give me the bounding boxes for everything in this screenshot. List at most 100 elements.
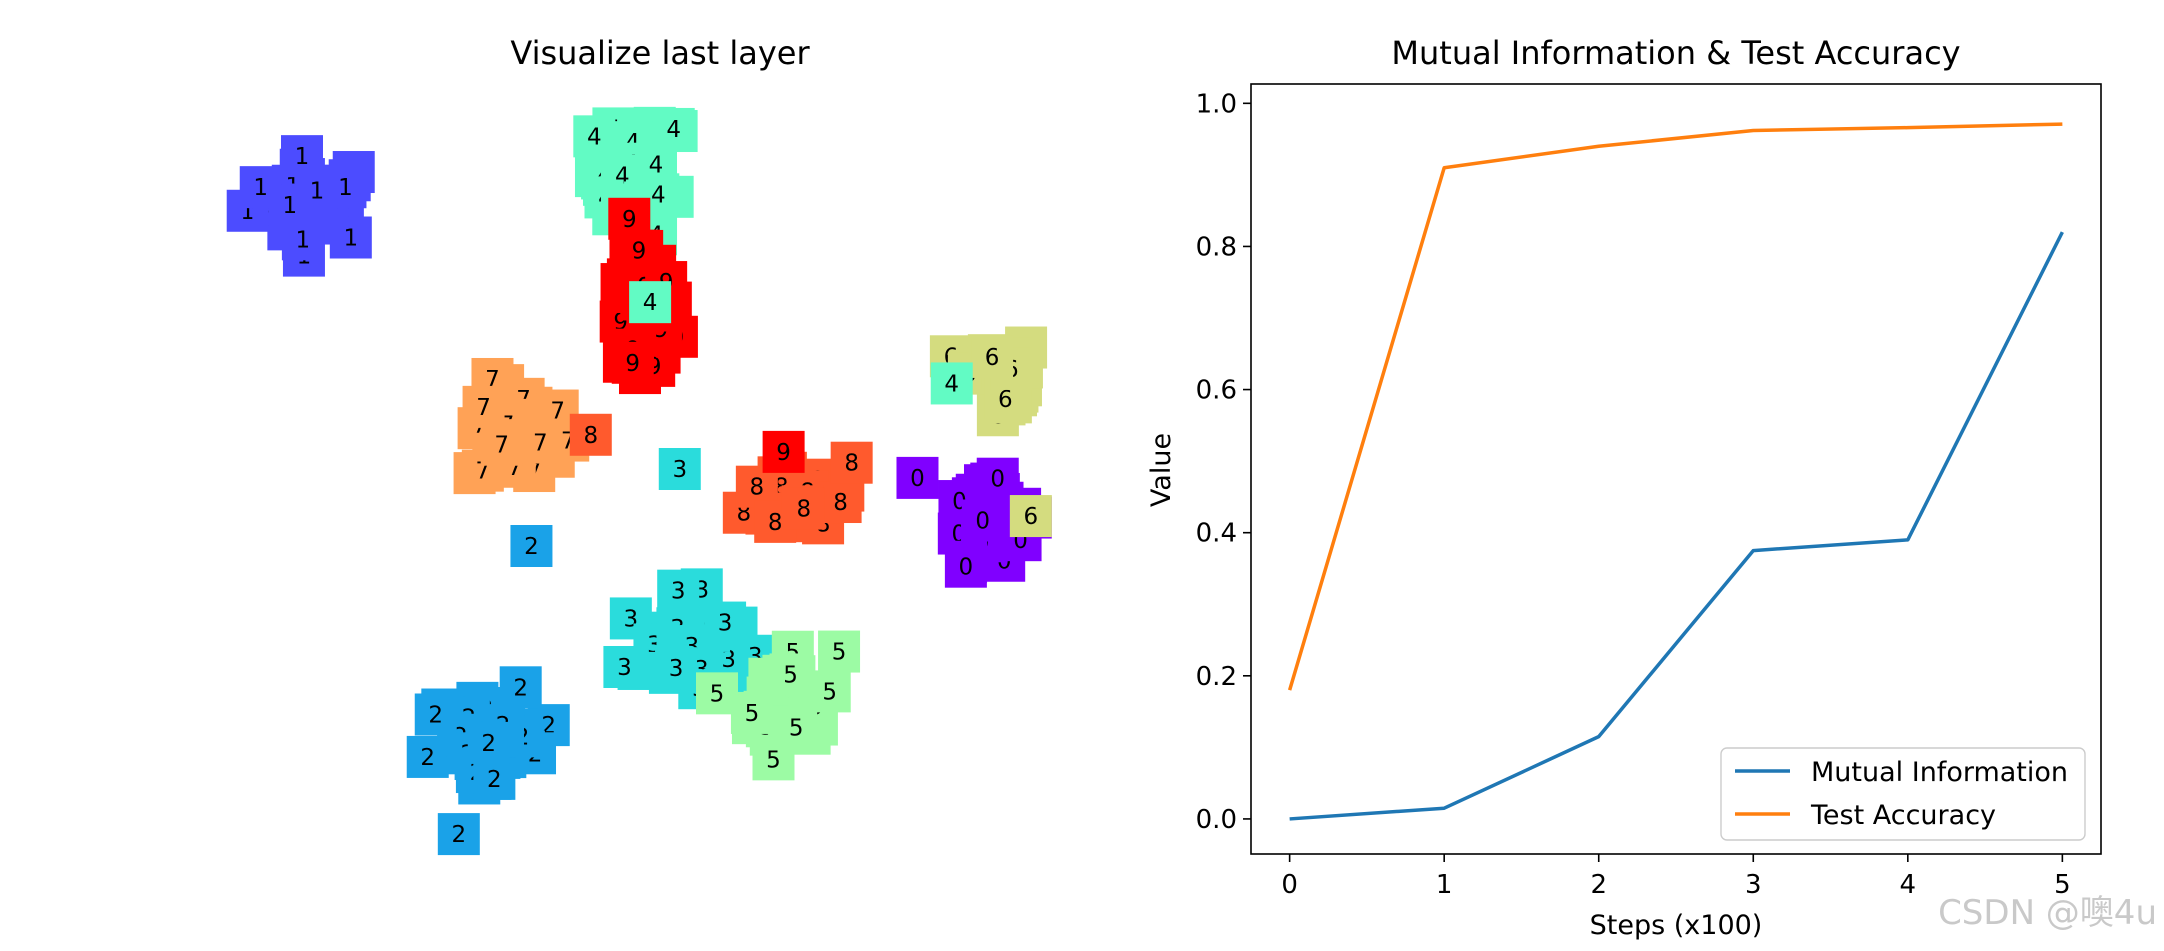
- y-tick-label: 0.0: [1196, 805, 1237, 835]
- scatter-point-marker: [629, 281, 672, 324]
- legend: Mutual Information Test Accuracy: [1720, 747, 2086, 841]
- scatter-point-marker: [658, 448, 701, 490]
- scatter-point-marker: [329, 216, 372, 259]
- scatter-point-label: 2: [524, 534, 539, 560]
- scatter-point-marker: [961, 499, 1004, 542]
- scatter-point-marker: [1009, 495, 1052, 538]
- scatter-point-marker: [634, 143, 677, 186]
- scatter-point-label: 3: [718, 611, 733, 637]
- scatter-point-marker: [462, 385, 505, 428]
- scatter-point-label: 2: [513, 675, 528, 701]
- scatter-point-label: 8: [750, 475, 765, 501]
- scatter-point: 2: [499, 666, 542, 709]
- scatter-point-marker: [437, 813, 480, 856]
- legend-label-mutual-information: Mutual Information: [1811, 757, 2068, 788]
- scatter-point: 5: [818, 630, 861, 673]
- scatter-point-label: 2: [481, 731, 496, 757]
- scatter-point-marker: [499, 666, 542, 709]
- scatter-point-label: 1: [295, 144, 310, 170]
- scatter-point: 3: [655, 647, 698, 690]
- scatter-point: 3: [657, 569, 700, 612]
- scatter-point-label: 9: [776, 440, 791, 466]
- x-tick-label: 1: [1436, 870, 1453, 900]
- scatter-point-marker: [819, 481, 862, 524]
- scatter-point-label: 5: [832, 640, 847, 666]
- scatter-point: 1: [329, 216, 372, 259]
- scatter-point-label: 1: [343, 226, 358, 252]
- x-tick-label: 3: [1745, 870, 1762, 900]
- scatter-point-label: 5: [766, 747, 781, 773]
- y-tick-label: 0.6: [1196, 376, 1237, 406]
- scatter-points: 1111111111111111111111111111444444444444…: [226, 106, 1052, 856]
- scatter-point: 3: [658, 448, 701, 490]
- scatter-point-label: 0: [910, 466, 925, 492]
- plot-frame: [1250, 83, 2102, 855]
- series-line-test-accuracy: [1287, 122, 2063, 691]
- scatter-point-marker: [655, 647, 698, 690]
- scatter-point-marker: [467, 721, 510, 764]
- scatter-point-label: 5: [745, 701, 760, 727]
- scatter-point-label: 4: [944, 371, 959, 397]
- scatter-point-label: 3: [672, 457, 687, 483]
- scatter-point-marker: [414, 693, 457, 736]
- scatter-point: 4: [629, 281, 672, 324]
- scatter-point-label: 0: [990, 467, 1005, 493]
- scatter-point-label: 2: [428, 702, 443, 728]
- y-tick-label: 0.2: [1196, 662, 1237, 692]
- scatter-point-label: 4: [651, 182, 666, 208]
- scatter-point-label: 2: [420, 745, 435, 771]
- scatter-title: Visualize last layer: [510, 34, 810, 72]
- legend-frame: [1720, 747, 2086, 841]
- scatter-point: 5: [730, 691, 773, 734]
- scatter-point-label: 7: [476, 395, 491, 421]
- scatter-point-label: 0: [959, 555, 974, 581]
- scatter-point-marker: [818, 630, 861, 673]
- scatter-point-marker: [652, 107, 695, 150]
- x-tick-label: 4: [1900, 870, 1917, 900]
- scatter-point: 2: [467, 721, 510, 764]
- scatter-point: 7: [519, 421, 562, 464]
- scatter-point-marker: [782, 487, 825, 530]
- scatter-point-label: 1: [310, 178, 325, 204]
- scatter-point-label: 6: [998, 387, 1013, 413]
- scatter-point-label: 8: [796, 497, 811, 523]
- scatter-point-marker: [239, 166, 282, 209]
- scatter-point: 4: [652, 107, 695, 150]
- scatter-point-label: 9: [625, 351, 640, 377]
- scatter-point-label: 9: [622, 207, 637, 233]
- scatter-point-label: 4: [587, 124, 602, 150]
- scatter-point-marker: [730, 691, 773, 734]
- scatter-point-label: 7: [533, 431, 548, 457]
- line-chart-title: Mutual Information & Test Accuracy: [1391, 34, 1960, 72]
- scatter-point-marker: [510, 525, 553, 567]
- scatter-panel: 1111111111111111111111111111444444444444…: [226, 34, 1052, 856]
- scatter-point-label: 8: [844, 451, 859, 477]
- scatter-point-marker: [617, 229, 660, 272]
- scatter-point: 0: [976, 457, 1019, 500]
- x-tick-label: 0: [1281, 870, 1298, 900]
- scatter-point: 0: [944, 545, 987, 588]
- watermark: CSDN @噢4u: [1938, 893, 2157, 933]
- scatter-point-label: 1: [296, 227, 311, 253]
- scatter-point-label: 5: [822, 679, 837, 705]
- y-tick-label: 0.8: [1196, 232, 1237, 262]
- scatter-point: 1: [324, 166, 367, 209]
- scatter-point-label: 7: [550, 399, 565, 425]
- scatter-point-label: 5: [710, 681, 725, 707]
- scatter-point-label: 5: [789, 715, 804, 741]
- scatter-point: 0: [961, 499, 1004, 542]
- legend-label-test-accuracy: Test Accuracy: [1810, 800, 1996, 831]
- scatter-point: 9: [762, 430, 805, 473]
- y-axis: 0.0 0.2 0.4 0.6 0.8 1.0: [1196, 89, 1251, 835]
- scatter-point-label: 4: [643, 290, 658, 316]
- scatter-point-marker: [657, 569, 700, 612]
- line-panel: Mutual Information & Test Accuracy 0.0 0.…: [1146, 34, 2102, 941]
- scatter-point-marker: [775, 706, 818, 749]
- scatter-point: 2: [437, 813, 480, 856]
- scatter-point-marker: [830, 441, 873, 484]
- scatter-point-label: 3: [617, 655, 632, 681]
- x-tick-label: 5: [2054, 870, 2071, 900]
- scatter-point-label: 3: [671, 579, 686, 605]
- scatter-point-marker: [976, 457, 1019, 500]
- scatter-point: 2: [510, 525, 553, 567]
